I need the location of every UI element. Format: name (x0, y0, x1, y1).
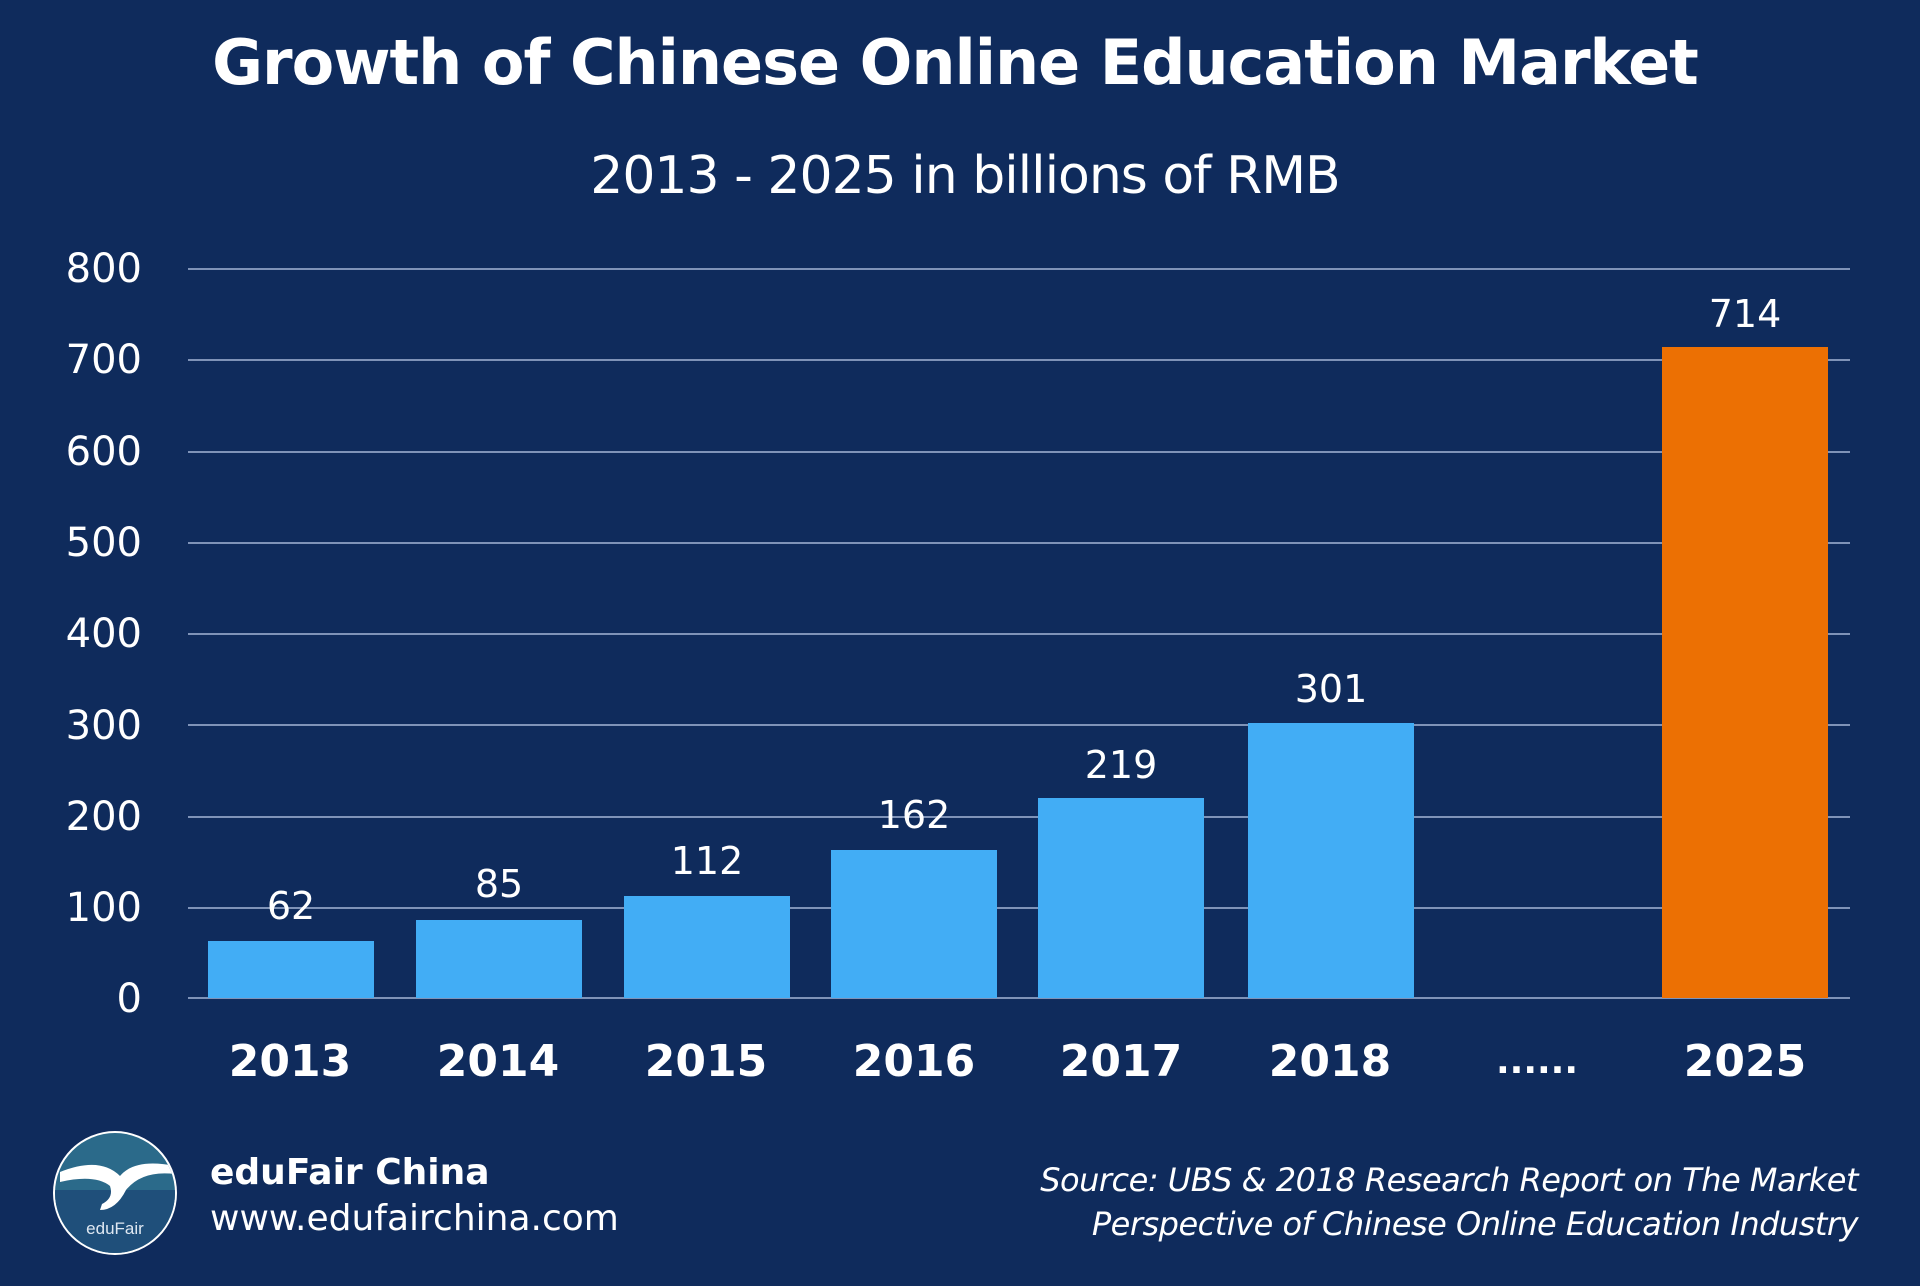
y-tick-label: 800 (65, 246, 142, 292)
bar-2015 (624, 896, 790, 998)
baseline (188, 997, 1850, 999)
brand-name: eduFair China (210, 1152, 490, 1193)
bar-value-label: 219 (1084, 743, 1158, 787)
gridline-700 (188, 359, 1850, 361)
gridline-800 (188, 268, 1850, 270)
bar-2017 (1038, 798, 1204, 998)
gridline-600 (188, 451, 1850, 453)
chart-title: Growth of Chinese Online Education Marke… (212, 26, 1699, 99)
bar-2025 (1662, 347, 1828, 998)
y-tick-label: 300 (65, 703, 142, 749)
y-tick-label: 400 (65, 611, 142, 657)
y-tick-label: 0 (116, 976, 142, 1022)
bar-2013 (208, 941, 374, 998)
bar-value-label: 714 (1708, 292, 1782, 336)
y-tick-label: 200 (65, 794, 142, 840)
bar-value-label: 62 (266, 884, 316, 928)
bar-value-label: 112 (670, 839, 744, 883)
x-category-label: 2017 (1059, 1036, 1183, 1087)
x-category-label: 2013 (228, 1036, 352, 1087)
y-tick-label: 100 (65, 885, 142, 931)
x-category-ellipsis: ...... (1495, 1041, 1579, 1082)
y-tick-label: 700 (65, 337, 142, 383)
svg-text:eduFair: eduFair (86, 1219, 144, 1238)
edufair-logo-icon: eduFair (50, 1128, 180, 1258)
bar-2018 (1248, 723, 1414, 998)
bar-value-label: 301 (1294, 667, 1368, 711)
gridline-100 (188, 907, 1850, 909)
bar-2016 (831, 850, 997, 998)
y-tick-label: 500 (65, 520, 142, 566)
source-line-2: Perspective of Chinese Online Education … (1091, 1205, 1859, 1243)
gridline-200 (188, 816, 1850, 818)
x-category-label: 2018 (1268, 1036, 1392, 1087)
source-line-1: Source: UBS & 2018 Research Report on Th… (1040, 1161, 1858, 1199)
bar-2014 (416, 920, 582, 998)
x-category-label: 2014 (436, 1036, 560, 1087)
x-category-label: 2025 (1683, 1036, 1807, 1087)
gridline-500 (188, 542, 1850, 544)
bar-value-label: 85 (474, 862, 524, 906)
source-note: Source: UBS & 2018 Research Report on Th… (1040, 1158, 1858, 1246)
chart-subtitle: 2013 - 2025 in billions of RMB (590, 146, 1340, 206)
x-category-label: 2015 (644, 1036, 768, 1087)
gridline-400 (188, 633, 1850, 635)
y-tick-label: 600 (65, 429, 142, 475)
x-category-label: 2016 (852, 1036, 976, 1087)
gridline-300 (188, 724, 1850, 726)
brand-url-link[interactable]: www.edufairchina.com (210, 1198, 619, 1239)
bar-value-label: 162 (877, 793, 951, 837)
